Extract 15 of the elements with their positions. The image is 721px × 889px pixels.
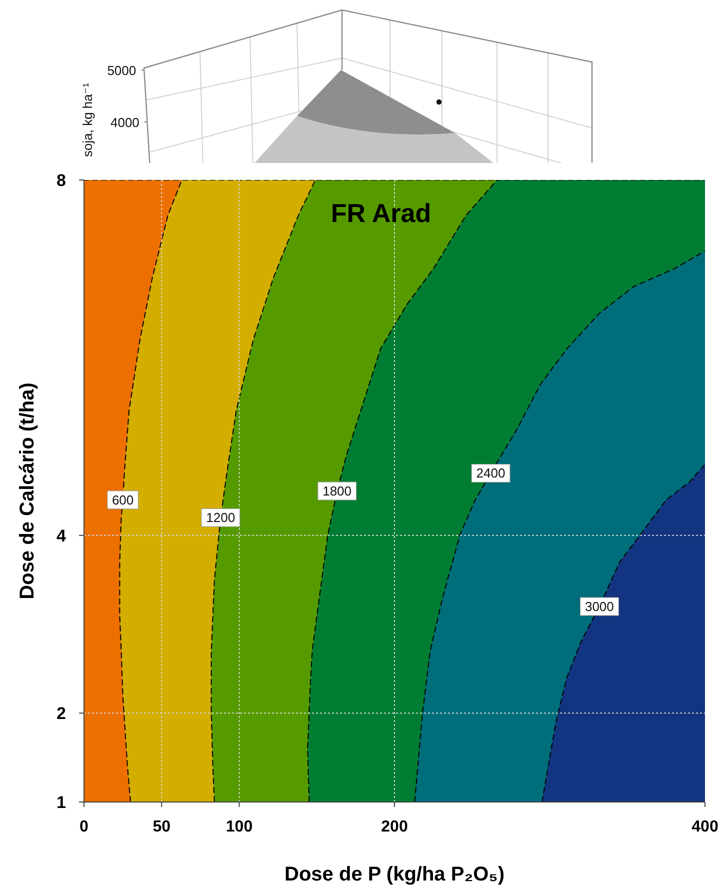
text: 4000 xyxy=(110,114,140,130)
y-tick-label: 1 xyxy=(56,793,66,812)
text: 5000 xyxy=(107,62,136,78)
x-tick-label: 100 xyxy=(226,818,253,836)
text: FR Arad xyxy=(330,198,432,228)
x-axis-title: Dose de P (kg/ha P₂O₅) xyxy=(284,864,504,886)
x-tick-label: 400 xyxy=(692,818,718,836)
y-axis-title: Dose de Calcário (t/ha) xyxy=(16,382,40,600)
y-tick-label: 4 xyxy=(56,526,67,546)
text: soja, kg ha⁻¹ xyxy=(80,82,94,157)
x-tick-label: 50 xyxy=(152,818,171,836)
y-tick-label: 2 xyxy=(56,704,66,724)
x-tick-label: 200 xyxy=(381,818,408,836)
y-tick-label: 8 xyxy=(56,171,66,190)
x-tick-label: 0 xyxy=(80,818,89,836)
